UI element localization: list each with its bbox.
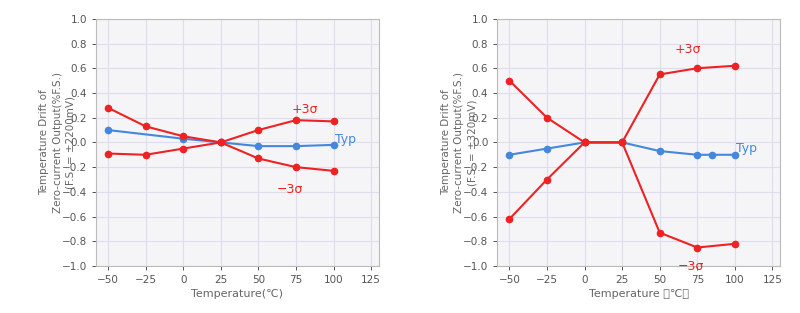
Text: −3σ: −3σ [277, 183, 302, 196]
X-axis label: Temperature(℃): Temperature(℃) [191, 289, 283, 299]
Text: Typ: Typ [335, 133, 356, 146]
Y-axis label: Temperature Drift of
Zero-current Output(%F.S.)
(F.S. = ±2200mV): Temperature Drift of Zero-current Output… [39, 72, 76, 213]
X-axis label: Temperature （℃）: Temperature （℃） [589, 289, 689, 299]
Y-axis label: Temperature Drift of
Zero-current Output(%F.S.)
(F.S. = ±320mV): Temperature Drift of Zero-current Output… [441, 72, 477, 213]
Text: −3σ: −3σ [678, 260, 704, 273]
Text: +3σ: +3σ [291, 103, 318, 116]
Text: +3σ: +3σ [674, 43, 702, 56]
Text: Typ: Typ [737, 142, 758, 155]
